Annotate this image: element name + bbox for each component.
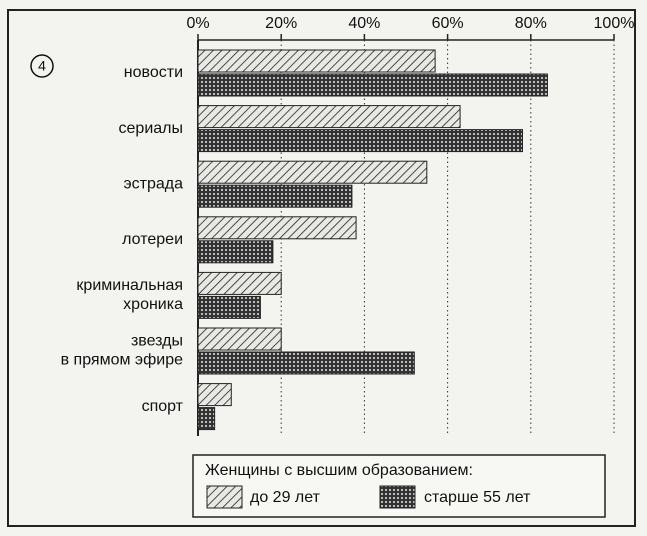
bar <box>197 407 216 431</box>
bar <box>197 327 282 351</box>
badge <box>30 54 54 78</box>
x-tick-label: 40% <box>348 15 380 32</box>
legend-title: Женщины с высшим образованием: <box>205 462 473 479</box>
x-tick-label: 100% <box>594 15 635 32</box>
x-tick-label: 80% <box>515 15 547 32</box>
category-label: лотереи <box>122 231 183 248</box>
bar <box>197 216 357 240</box>
bar <box>197 105 461 129</box>
x-tick-label: 0% <box>186 15 209 32</box>
x-tick-label: 20% <box>265 15 297 32</box>
category-label: сериалы <box>119 120 183 137</box>
category-label: звезды в прямом эфире <box>61 333 184 369</box>
legend-label: старше 55 лет <box>424 489 531 506</box>
category-label: эстрада <box>123 175 183 192</box>
bar <box>197 295 261 319</box>
x-tick-label: 60% <box>432 15 464 32</box>
frame <box>7 9 636 527</box>
legend-label: до 29 лет <box>250 489 321 506</box>
bar <box>197 383 232 407</box>
bar <box>197 160 428 184</box>
category-label: криминальная хроника <box>76 277 183 313</box>
bar <box>197 184 353 208</box>
category-label: новости <box>124 64 183 81</box>
bar <box>197 49 436 73</box>
bar <box>197 271 282 295</box>
badge-number: 4 <box>38 58 46 74</box>
legend-swatch <box>379 485 416 509</box>
bar <box>197 351 415 375</box>
legend-swatch <box>206 485 243 509</box>
bar <box>197 73 548 97</box>
bar <box>197 129 523 153</box>
category-label: спорт <box>142 398 184 415</box>
bar <box>197 240 274 264</box>
